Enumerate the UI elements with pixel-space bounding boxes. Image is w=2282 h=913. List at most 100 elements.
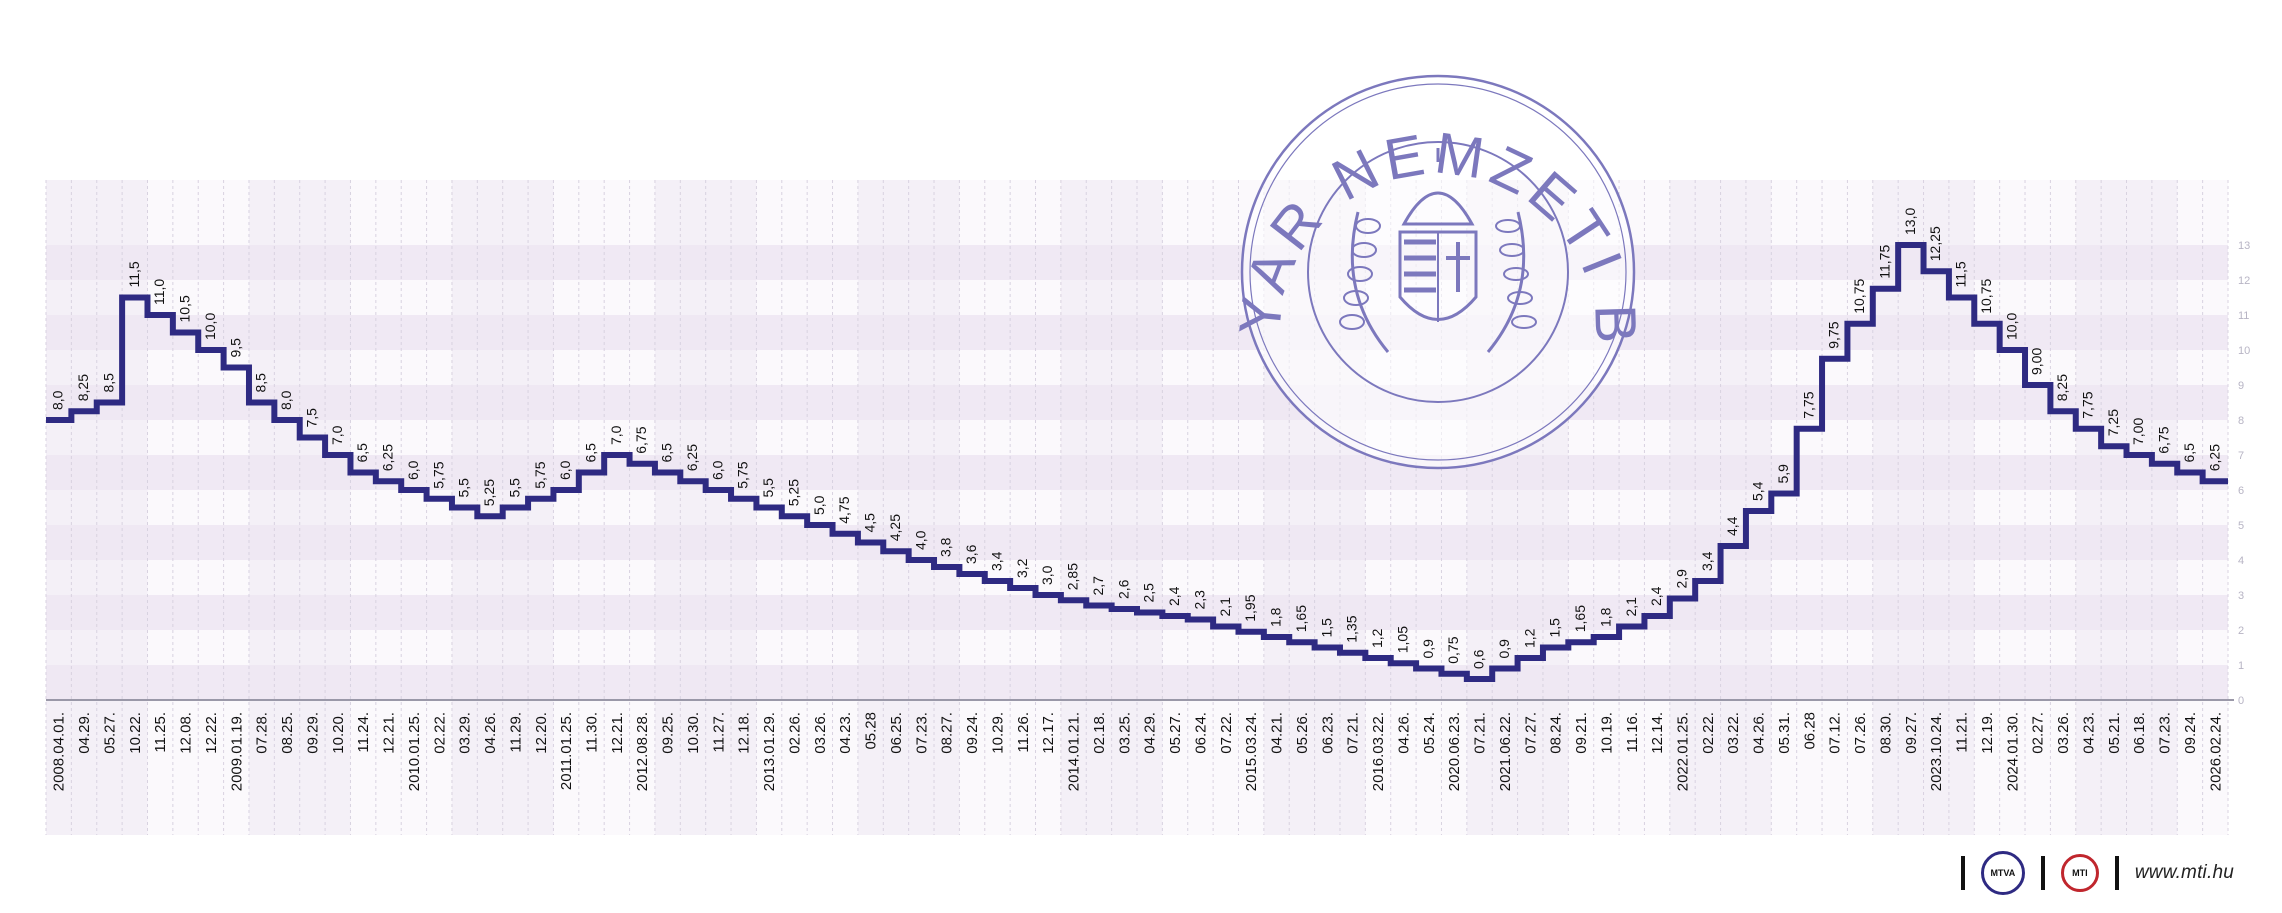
x-tick-label: 12.14.: [1649, 712, 1666, 754]
x-tick-label: 10.20.: [330, 712, 347, 754]
value-label: 7,5: [303, 408, 319, 428]
x-tick-label: 2009.01.19.: [228, 712, 245, 791]
x-tick-label: 06.24.: [1192, 712, 1209, 754]
value-label: 0,9: [1420, 639, 1436, 659]
x-tick-label: 04.26.: [482, 712, 499, 754]
x-tick-label: 12.21.: [381, 712, 398, 754]
oak-leaf: [1347, 266, 1373, 282]
x-tick-label: 09.27.: [1903, 712, 1920, 754]
website-link[interactable]: www.mti.hu: [2134, 862, 2234, 883]
value-label: 1,5: [1318, 618, 1334, 638]
value-label: 6,5: [583, 443, 599, 463]
value-label: 3,6: [963, 544, 979, 564]
x-tick-label: 07.23.: [913, 712, 930, 754]
value-label: 5,5: [760, 478, 776, 498]
value-label: 13,0: [1902, 208, 1918, 235]
x-tick-label: 05.27.: [101, 712, 118, 754]
value-label: 8,0: [278, 390, 294, 410]
x-tick-label: 2024.01.30.: [2004, 712, 2021, 791]
value-label: 1,2: [1521, 628, 1537, 648]
x-tick-label: 2016.03.22.: [1370, 712, 1387, 791]
y-tick-label: 4: [2238, 555, 2244, 567]
x-tick-label: 12.21.: [609, 712, 626, 754]
value-label: 9,75: [1826, 321, 1842, 348]
value-label: 5,4: [1750, 481, 1766, 501]
y-tick-label: 7: [2238, 450, 2244, 462]
x-tick-label: 10.30.: [685, 712, 702, 754]
crown-icon: [1401, 191, 1475, 226]
oak-leaf: [1343, 290, 1369, 306]
value-label: 11,75: [1876, 245, 1892, 279]
value-label: 10,0: [202, 313, 218, 340]
x-tick-label: 09.24.: [2182, 712, 2199, 754]
value-label: 3,8: [938, 537, 954, 557]
x-tick-label: 10.29.: [989, 712, 1006, 754]
y-tick-label: 3: [2238, 590, 2244, 602]
y-tick-label: 6: [2238, 485, 2244, 497]
olive-leaf: [1511, 315, 1537, 329]
value-label: 7,75: [1800, 391, 1816, 418]
x-tick-label: 09.21.: [1573, 712, 1590, 754]
seal-inner-ring: [1307, 141, 1569, 403]
x-tick-label: 07.12.: [1827, 712, 1844, 754]
value-label: 8,25: [2054, 374, 2070, 401]
value-label: 2,9: [1674, 569, 1690, 589]
x-tick-label: 03.25.: [1116, 712, 1133, 754]
x-tick-label: 04.26.: [1751, 712, 1768, 754]
value-label: 2,1: [1217, 597, 1233, 617]
value-label: 4,75: [836, 496, 852, 523]
value-label: 4,0: [912, 530, 928, 550]
value-label: 6,5: [2181, 443, 2197, 463]
value-label: 6,25: [380, 444, 396, 471]
x-tick-label: 2014.01.21.: [1066, 712, 1083, 791]
value-labels: 8,0 8,25 8,5 11,5 11,0 10,5 10,0 9,5 8,5 8,0 7,5 7,…: [50, 208, 2223, 669]
value-label: 3,4: [1699, 551, 1715, 571]
value-label: 0,75: [1445, 636, 1461, 663]
value-label: 1,65: [1293, 605, 1309, 632]
value-label: 5,25: [785, 479, 801, 506]
separator: [2040, 856, 2045, 890]
x-tick-label: 2011.01.25.: [558, 712, 575, 790]
x-tick-label: 07.23.: [2157, 712, 2174, 754]
olive-leaf: [1503, 267, 1529, 281]
value-label: 6,0: [405, 460, 421, 480]
value-label: 1,65: [1572, 605, 1588, 632]
x-tick-label: 08.24.: [1548, 712, 1565, 754]
value-label: 11,5: [126, 261, 142, 287]
value-label: 11,0: [151, 279, 167, 305]
x-tick-label: 05.27.: [1167, 712, 1184, 754]
value-label: 1,35: [1344, 615, 1360, 642]
value-label: 6,25: [684, 444, 700, 471]
x-tick-label: 03.22.: [1725, 712, 1742, 754]
value-label: 6,0: [557, 460, 573, 480]
value-label: 1,95: [1242, 594, 1258, 621]
x-tick-label: 06.23.: [1319, 712, 1336, 754]
oak-leaf: [1339, 314, 1365, 330]
value-label: 8,5: [100, 373, 116, 393]
x-tick-label: 06.18.: [2131, 712, 2148, 754]
value-label: 6,5: [659, 443, 675, 463]
x-tick-label: 04.29.: [1142, 712, 1159, 754]
y-tick-label: 2: [2238, 625, 2244, 637]
x-tick-label: 2015.03.24.: [1243, 712, 1260, 791]
value-label: 5,75: [430, 461, 446, 488]
x-tick-label: 2013.01.29.: [761, 712, 778, 791]
separator: [2114, 856, 2119, 890]
x-tick-label: 04.26.: [1395, 712, 1412, 754]
series-line: [46, 242, 2228, 682]
value-label: 5,0: [811, 495, 827, 515]
x-tick-label: 2010.01.25.: [406, 712, 423, 791]
x-tick-labels: 2008.04.01. 04.29. 05.27. 10.22. 11.25. 12.08…: [51, 712, 2225, 791]
y-tick-label: 13: [2238, 240, 2250, 252]
value-label: 1,8: [1597, 607, 1613, 627]
x-tick-label: 12.17.: [1040, 712, 1057, 754]
value-label: 7,0: [608, 425, 624, 445]
x-tick-label: 02.18.: [1091, 712, 1108, 754]
value-label: 5,5: [506, 478, 522, 498]
x-tick-label: 08.30.: [1877, 712, 1894, 754]
x-tick-label: 07.21.: [1345, 712, 1362, 754]
x-tick-label: 12.22.: [203, 712, 220, 754]
value-label: 8,25: [75, 374, 91, 401]
olive-leaf: [1507, 291, 1533, 305]
x-tick-label: 07.26.: [1852, 712, 1869, 754]
